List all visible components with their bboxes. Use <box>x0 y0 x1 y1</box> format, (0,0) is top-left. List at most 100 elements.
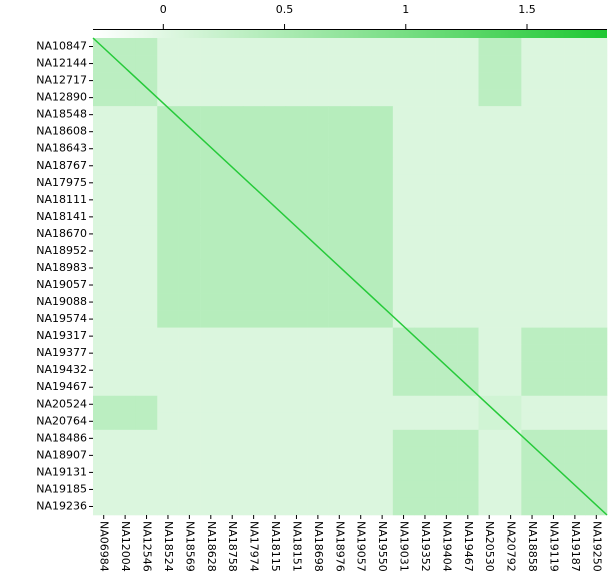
heatmap-cell <box>392 463 415 482</box>
heatmap-cell <box>392 72 415 90</box>
heatmap-cell <box>285 174 308 192</box>
heatmap-cell <box>350 378 372 397</box>
col-label: NA19119 <box>547 521 560 572</box>
heatmap-cell <box>435 55 458 73</box>
heatmap-cell <box>135 140 158 158</box>
heatmap-cell <box>307 310 329 328</box>
heatmap-cell <box>135 225 158 243</box>
heatmap-cell <box>178 293 201 311</box>
heatmap-cell <box>264 174 287 192</box>
heatmap-cell <box>200 72 222 90</box>
heatmap-cell <box>585 446 608 465</box>
heatmap-cell <box>521 140 544 158</box>
heatmap-cell <box>285 412 308 431</box>
heatmap-cell <box>178 174 201 192</box>
col-label: NA19352 <box>419 521 432 572</box>
heatmap-cell <box>585 208 608 226</box>
heatmap-cell <box>564 344 586 362</box>
heatmap-cell <box>307 497 329 516</box>
heatmap-cell <box>93 259 115 277</box>
heatmap-cell <box>135 259 158 277</box>
heatmap-cell <box>499 123 522 141</box>
heatmap-cell <box>93 242 115 260</box>
heatmap-cell <box>200 259 222 277</box>
heatmap-cell <box>435 123 458 141</box>
heatmap-cell <box>93 395 115 414</box>
heatmap-cell <box>521 174 544 192</box>
heatmap-cell <box>414 174 436 192</box>
heatmap-cell <box>435 480 458 499</box>
heatmap-cell <box>328 38 351 56</box>
heatmap-cell <box>264 327 287 345</box>
heatmap-cell <box>564 157 586 175</box>
heatmap-cell <box>200 106 222 124</box>
heatmap-cell <box>499 191 522 209</box>
diagonal <box>92 37 608 516</box>
heatmap-cell <box>392 225 415 243</box>
heatmap-cell <box>542 378 565 397</box>
heatmap-cell <box>93 412 115 431</box>
col-label: NA12546 <box>141 521 154 572</box>
heatmap-cell <box>499 412 522 431</box>
heatmap-cell <box>521 242 544 260</box>
row-label: NA18548 <box>36 108 87 121</box>
heatmap-cell <box>350 106 372 124</box>
heatmap-cell <box>114 72 137 90</box>
heatmap-cell <box>521 412 544 431</box>
heatmap-cell <box>521 157 544 175</box>
heatmap-cell <box>478 446 501 465</box>
col-label: NA19031 <box>398 521 411 572</box>
heatmap-cell <box>585 361 608 380</box>
heatmap-cell <box>93 276 115 294</box>
heatmap-cell <box>542 412 565 431</box>
heatmap-cell <box>221 123 244 141</box>
heatmap-cell <box>264 310 287 328</box>
heatmap-cell <box>307 378 329 397</box>
heatmap-cell <box>307 174 329 192</box>
heatmap-cell <box>414 378 436 397</box>
heatmap-cell <box>114 446 137 465</box>
heatmap-cell <box>178 412 201 431</box>
heatmap-cell <box>307 191 329 209</box>
heatmap-cell <box>371 497 394 516</box>
heatmap-cell <box>499 259 522 277</box>
heatmap-cell <box>157 259 179 277</box>
heatmap-cell <box>414 446 436 465</box>
heatmap-cell <box>328 123 351 141</box>
row-label: NA19057 <box>36 278 87 291</box>
heatmap-cell <box>414 463 436 482</box>
heatmap-cell <box>285 72 308 90</box>
heatmap-cell <box>457 497 479 516</box>
heatmap-cell <box>200 344 222 362</box>
heatmap-cell <box>564 208 586 226</box>
heatmap-cell <box>414 395 436 414</box>
heatmap-cell <box>157 446 179 465</box>
heatmap-cell <box>264 157 287 175</box>
heatmap-cell <box>542 310 565 328</box>
heatmap-cell <box>178 310 201 328</box>
heatmap-cell <box>350 480 372 499</box>
heatmap-cell <box>499 72 522 90</box>
heatmap-cell <box>200 55 222 73</box>
heatmap-cell <box>457 412 479 431</box>
heatmap-cell <box>264 361 287 380</box>
heatmap-cell <box>221 106 244 124</box>
row-label: NA19377 <box>36 346 87 359</box>
heatmap-cell <box>435 395 458 414</box>
heatmap-cell <box>242 157 265 175</box>
heatmap-cell <box>371 480 394 499</box>
heatmap-cell <box>457 276 479 294</box>
heatmap-cell <box>93 310 115 328</box>
row-label: NA18608 <box>36 125 87 138</box>
heatmap-cell <box>564 140 586 158</box>
heatmap-cell <box>564 497 586 516</box>
heatmap-cell <box>585 89 608 107</box>
heatmap-cell <box>135 429 158 448</box>
heatmap-cell <box>242 412 265 431</box>
heatmap-cell <box>457 395 479 414</box>
heatmap-cell <box>499 89 522 107</box>
heatmap-cell <box>307 72 329 90</box>
heatmap-cell <box>371 412 394 431</box>
heatmap-cell <box>542 276 565 294</box>
heatmap-cell <box>585 174 608 192</box>
